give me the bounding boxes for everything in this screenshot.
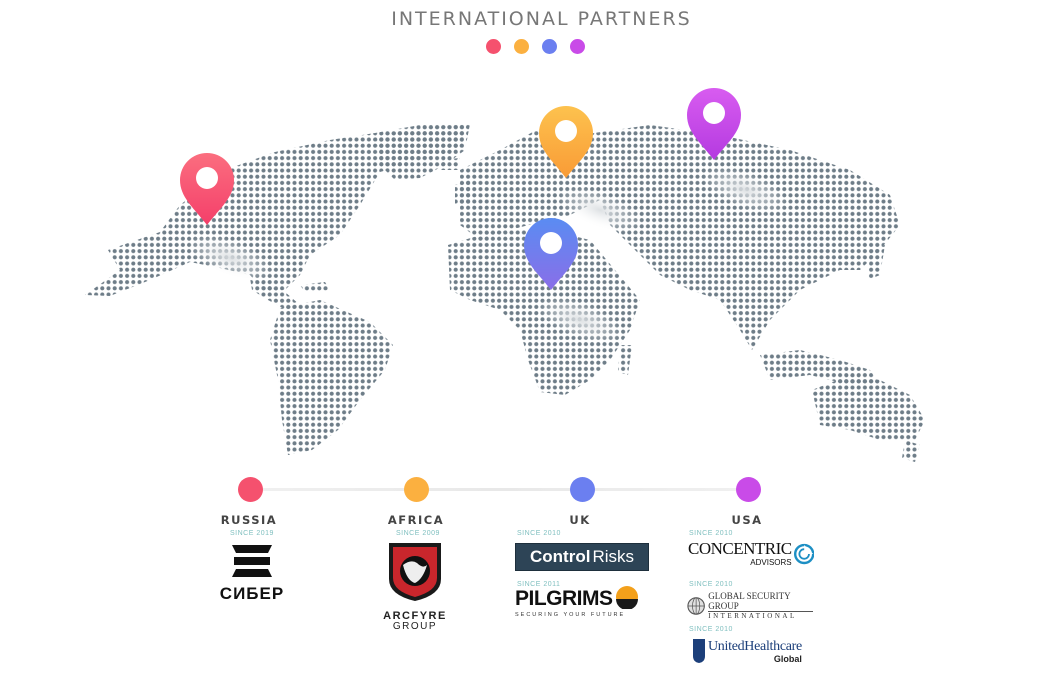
uhc-logo-text: UnitedHealthcare (708, 638, 802, 654)
central-america (250, 278, 300, 312)
timeline-dot-uk (570, 477, 595, 502)
nz (902, 440, 920, 462)
pilgrims-logo-text: PILGRIMS (515, 587, 613, 610)
siber-logo: СИБЕР (212, 543, 292, 604)
australia (812, 375, 925, 440)
dot-orange (514, 39, 529, 54)
since-label: SINCE 2010 (689, 626, 733, 633)
madagascar (618, 345, 632, 375)
timeline-dot-africa (404, 477, 429, 502)
since-label: SINCE 2009 (396, 530, 440, 537)
since-label: SINCE 2010 (689, 530, 733, 537)
russia-pin-shadow (187, 235, 273, 281)
page-title: INTERNATIONAL PARTNERS (391, 8, 692, 30)
south-america (270, 300, 393, 455)
russia-pin (180, 153, 234, 225)
africa-pin-shadow (557, 187, 643, 233)
north-america (85, 124, 468, 296)
pilgrims-logo: PILGRIMS SECURING YOUR FUTURE (515, 586, 655, 618)
uhc-logo-sub: Global (773, 653, 802, 664)
region-label-usa: USA (731, 513, 763, 527)
japan (868, 245, 885, 280)
concentric-logo: CONCENTRIC ADVISORS (688, 537, 814, 571)
region-label-russia: RUSSIA (220, 513, 278, 527)
usa-pin-shadow (702, 167, 788, 213)
gsg-logo-sub: INTERNATIONAL (708, 611, 813, 621)
siber-logo-text: СИБЕР (219, 584, 285, 603)
siber-emblem-icon (232, 545, 272, 577)
arcfyre-logo-sub: GROUP (392, 621, 438, 632)
africa-pin (539, 106, 593, 178)
usa-pin (687, 88, 741, 160)
since-label: SINCE 2011 (517, 581, 561, 588)
since-label: SINCE 2010 (517, 530, 561, 537)
control-risks-logo-a: Control (530, 547, 591, 566)
uhc-shield-icon (693, 639, 705, 663)
dot-red (486, 39, 501, 54)
timeline-dot-russia (238, 477, 263, 502)
uk-pin (524, 218, 578, 290)
timeline-line (250, 488, 748, 491)
control-risks-logo: Control Risks (515, 543, 649, 571)
timeline-dot-usa (736, 477, 761, 502)
pilgrims-tagline: SECURING YOUR FUTURE (515, 612, 626, 618)
uk-pin-shadow (537, 297, 623, 343)
region-label-uk: UK (569, 513, 591, 527)
since-label: SINCE 2019 (230, 530, 274, 537)
gsg-logo-text: GLOBAL SECURITY GROUP (708, 591, 791, 611)
gsg-logo: GLOBAL SECURITY GROUP INTERNATIONAL (687, 591, 813, 621)
iceland (440, 158, 460, 170)
control-risks-logo-b: Risks (592, 547, 634, 566)
uk-isles (455, 180, 470, 205)
asia (580, 125, 900, 350)
region-label-africa: AFRICA (387, 513, 445, 527)
united-healthcare-logo: UnitedHealthcare Global (692, 638, 818, 664)
concentric-circle-icon (793, 543, 814, 565)
dot-purple (570, 39, 585, 54)
concentric-logo-sub: ADVISORS (750, 558, 792, 567)
arcfyre-logo: ARCFYRE GROUP (375, 541, 455, 632)
arcfyre-logo-text: ARCFYRE (383, 610, 447, 622)
pilgrims-sun-icon (615, 586, 638, 609)
caribbean (300, 282, 330, 292)
title-dots (486, 39, 585, 54)
gsg-globe-icon (687, 597, 705, 615)
arcfyre-shield-icon (389, 543, 441, 601)
greenland (375, 124, 470, 180)
dot-blue (542, 39, 557, 54)
since-label: SINCE 2010 (689, 581, 733, 588)
concentric-logo-text: CONCENTRIC (688, 539, 792, 558)
